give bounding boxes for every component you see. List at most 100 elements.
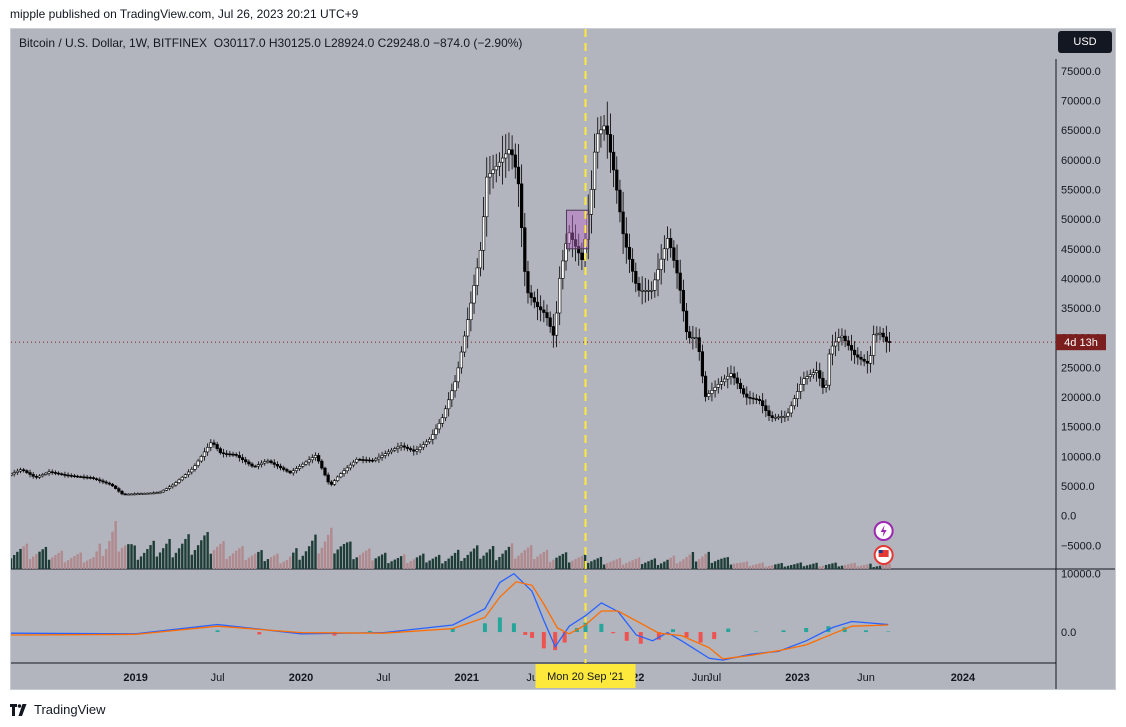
candle-body xyxy=(462,335,467,353)
candle-body xyxy=(34,476,38,478)
candle-body xyxy=(88,477,92,479)
candle-body xyxy=(878,332,882,335)
candle-body xyxy=(282,467,286,470)
candle-body xyxy=(748,397,752,399)
volume-bar xyxy=(358,554,362,569)
volume-bar xyxy=(12,554,16,569)
volume-bar xyxy=(104,549,108,569)
candle-body xyxy=(811,372,816,375)
candle-body xyxy=(868,355,873,364)
volume-bar xyxy=(60,550,63,569)
candle-body xyxy=(76,475,80,478)
candle-body xyxy=(840,335,844,339)
candle-body xyxy=(187,471,191,475)
candle-body xyxy=(240,457,245,461)
volume-bar xyxy=(428,560,431,569)
volume-bar xyxy=(101,555,105,569)
candle-body xyxy=(789,405,793,414)
volume-bar xyxy=(352,559,355,569)
candle-body xyxy=(396,446,400,449)
volume-bar xyxy=(587,562,590,569)
volume-bar xyxy=(19,548,22,569)
volume-bar xyxy=(330,527,333,569)
candle-body xyxy=(814,370,819,373)
candle-body xyxy=(177,479,181,483)
candle-body xyxy=(602,125,606,131)
volume-bar xyxy=(875,566,879,569)
volume-bar xyxy=(469,551,473,569)
volume-bar xyxy=(108,541,111,569)
candle-body xyxy=(63,474,67,476)
candle-body xyxy=(805,376,809,379)
volume-bar xyxy=(631,560,634,569)
volume-bar xyxy=(422,553,425,569)
candle-body xyxy=(202,451,207,457)
volume-bar xyxy=(628,561,631,569)
candle-body xyxy=(85,476,89,479)
chart-frame[interactable]: −5000.0 0.0 5000.0 10000.0 15000.0 20000.0 250… xyxy=(10,28,1116,690)
volume-bar xyxy=(136,559,140,569)
macd-histogram-bar xyxy=(670,629,675,633)
candle-body xyxy=(107,482,111,485)
volume-bar xyxy=(339,546,343,569)
volume-bar xyxy=(63,562,67,569)
countdown-badge xyxy=(1056,334,1106,351)
currency-button[interactable]: USD xyxy=(1058,31,1112,53)
volume-bar xyxy=(349,541,352,569)
candle-body xyxy=(646,289,651,292)
macd-histogram-bar xyxy=(497,617,502,633)
price-axis-label: 65000.0 xyxy=(1061,125,1101,137)
macd-histogram-bar xyxy=(611,632,616,634)
candle-body xyxy=(402,445,406,448)
candle-body xyxy=(56,472,61,475)
chart-canvas[interactable]: −5000.0 0.0 5000.0 10000.0 15000.0 20000.0 250… xyxy=(11,29,1116,690)
volume-bar xyxy=(117,551,121,569)
volume-bar xyxy=(533,559,536,569)
volume-bar xyxy=(146,549,149,569)
candle-body xyxy=(355,458,359,463)
tradingview-logo-icon xyxy=(10,703,27,716)
candle-body xyxy=(386,451,391,454)
candle-body xyxy=(218,448,222,454)
candle-body xyxy=(475,267,479,286)
volume-bar xyxy=(774,564,777,569)
volume-bar xyxy=(828,564,831,569)
volume-bar xyxy=(314,534,317,569)
candle-body xyxy=(415,449,419,452)
candle-body xyxy=(183,474,188,478)
volume-bar xyxy=(590,561,593,569)
candle-body xyxy=(653,279,657,291)
candle-body xyxy=(22,469,26,472)
volume-bar xyxy=(517,555,520,569)
volume-bar xyxy=(764,566,768,569)
candle-body xyxy=(634,271,638,284)
volume-bar xyxy=(209,553,213,569)
candle-body xyxy=(320,460,324,469)
volume-bar xyxy=(396,558,400,569)
volume-bar xyxy=(812,563,815,569)
volume-bar xyxy=(856,566,860,569)
candle-body xyxy=(247,461,251,465)
volume-bar xyxy=(266,559,270,569)
volume-bar xyxy=(790,565,793,569)
candle-body xyxy=(719,381,724,385)
candle-body xyxy=(853,349,857,356)
volume-bar xyxy=(127,544,130,569)
candle-body xyxy=(450,390,454,401)
volume-bar xyxy=(866,564,869,569)
candle-body xyxy=(53,472,58,474)
volume-bar xyxy=(16,551,19,569)
candle-body xyxy=(596,133,600,153)
volume-bar xyxy=(276,553,279,569)
volume-bar xyxy=(625,563,628,569)
candle-body xyxy=(742,388,746,395)
candle-body xyxy=(802,378,806,385)
candle-body xyxy=(114,485,118,489)
volume-bar xyxy=(371,560,374,569)
highlight-box[interactable] xyxy=(565,209,590,250)
candle-body xyxy=(351,461,356,466)
candle-body xyxy=(545,312,549,319)
candle-body xyxy=(313,455,318,458)
volume-bar xyxy=(177,548,181,569)
volume-bar xyxy=(567,562,571,569)
